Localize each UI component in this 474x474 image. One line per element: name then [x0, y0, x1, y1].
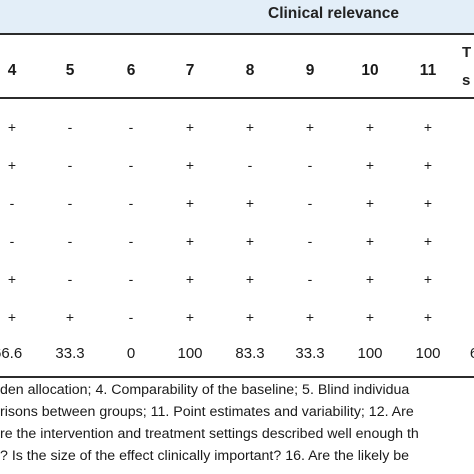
table-rule-header	[0, 97, 474, 99]
table-cell: +	[423, 233, 433, 249]
table-cell: +	[245, 271, 255, 287]
column-header-5: 5	[65, 62, 75, 79]
table-cell: +	[365, 195, 375, 211]
table-cell: +	[185, 119, 195, 135]
table-cell: +	[7, 309, 17, 325]
column-header-4: 4	[7, 62, 17, 79]
percentage-cell: 66.6	[0, 345, 23, 362]
table-cell: +	[7, 271, 17, 287]
column-header-9: 9	[305, 62, 315, 79]
table-cell: +	[185, 271, 195, 287]
table-cell: +	[185, 157, 195, 173]
footnote-line: re the intervention and treatment settin…	[0, 426, 419, 442]
percentage-cell: 100	[415, 345, 441, 362]
table-cell: +	[423, 195, 433, 211]
table-cell: -	[128, 309, 134, 325]
table-cell: +	[245, 309, 255, 325]
table-cell: +	[365, 157, 375, 173]
table-cell: +	[365, 309, 375, 325]
column-header-6: 6	[126, 62, 136, 79]
table-cell: +	[365, 233, 375, 249]
table-cell: -	[67, 233, 73, 249]
table-cell: -	[67, 119, 73, 135]
table-cell: +	[423, 157, 433, 173]
clinical-relevance-header: Clinical relevance	[268, 5, 399, 22]
table-cell: -	[247, 157, 253, 173]
table-cell: +	[245, 119, 255, 135]
table-cell: +	[7, 119, 17, 135]
table-cell: -	[307, 195, 313, 211]
table-rule-bottom	[0, 376, 474, 378]
table-header-band	[0, 0, 474, 34]
table-cell: -	[9, 195, 15, 211]
footnote-line: risons between groups; 11. Point estimat…	[0, 404, 414, 420]
table-cell: -	[128, 157, 134, 173]
column-header-7: 7	[185, 62, 195, 79]
table-cell: -	[128, 271, 134, 287]
table-cell: -	[9, 233, 15, 249]
percentage-cell: 100	[177, 345, 203, 362]
table-cell: -	[67, 271, 73, 287]
table-cell: +	[305, 309, 315, 325]
table-cell: -	[307, 233, 313, 249]
percentage-cell-truncated: 6	[470, 345, 474, 362]
table-cell: -	[67, 195, 73, 211]
table-cell: +	[7, 157, 17, 173]
table-cell: -	[307, 271, 313, 287]
table-cell: +	[423, 309, 433, 325]
table-cell: -	[307, 157, 313, 173]
table-cell: +	[185, 309, 195, 325]
table-cell: +	[65, 309, 75, 325]
truncated-header-fragment-top: T	[462, 44, 472, 61]
table-cell: +	[245, 195, 255, 211]
column-header-10: 10	[361, 62, 379, 79]
table-cell: -	[128, 195, 134, 211]
table-cell: +	[185, 195, 195, 211]
table-cell: +	[245, 233, 255, 249]
table-cell: -	[128, 119, 134, 135]
percentage-cell: 33.3	[55, 345, 85, 362]
percentage-cell: 33.3	[295, 345, 325, 362]
percentage-cell: 0	[126, 345, 136, 362]
table-cell: +	[305, 119, 315, 135]
table-cell: -	[67, 157, 73, 173]
footnote-line: den allocation; 4. Comparability of the …	[0, 382, 410, 398]
column-header-8: 8	[245, 62, 255, 79]
column-header-11: 11	[419, 62, 437, 79]
percentage-cell: 83.3	[235, 345, 265, 362]
table-cell: +	[423, 119, 433, 135]
table-cell: +	[365, 271, 375, 287]
table-cell: +	[365, 119, 375, 135]
truncated-header-fragment-bottom: s	[462, 72, 471, 89]
percentage-cell: 100	[357, 345, 383, 362]
table-rule-top	[0, 33, 474, 35]
table-cell: +	[423, 271, 433, 287]
footnote-line: ? Is the size of the effect clinically i…	[0, 448, 410, 464]
table-cell: -	[128, 233, 134, 249]
table-cell: +	[185, 233, 195, 249]
